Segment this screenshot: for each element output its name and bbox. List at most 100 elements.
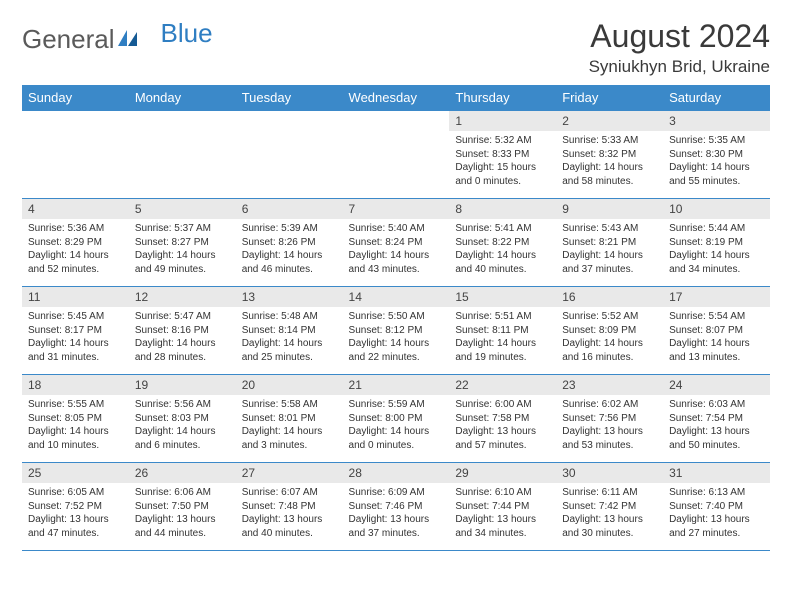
calendar-cell: 9Sunrise: 5:43 AMSunset: 8:21 PMDaylight… [556,199,663,287]
day-number: 11 [22,287,129,307]
calendar-cell: 3Sunrise: 5:35 AMSunset: 8:30 PMDaylight… [663,111,770,199]
logo: General Blue [22,18,213,55]
day-info: Sunrise: 5:40 AMSunset: 8:24 PMDaylight:… [343,219,450,282]
calendar-cell: 7Sunrise: 5:40 AMSunset: 8:24 PMDaylight… [343,199,450,287]
calendar-cell: 29Sunrise: 6:10 AMSunset: 7:44 PMDayligh… [449,463,556,551]
day-number: 15 [449,287,556,307]
day-number: 16 [556,287,663,307]
calendar-cell: 13Sunrise: 5:48 AMSunset: 8:14 PMDayligh… [236,287,343,375]
day-info: Sunrise: 5:59 AMSunset: 8:00 PMDaylight:… [343,395,450,458]
day-info: Sunrise: 6:13 AMSunset: 7:40 PMDaylight:… [663,483,770,546]
calendar-cell [129,111,236,199]
day-number: 30 [556,463,663,483]
day-info: Sunrise: 5:33 AMSunset: 8:32 PMDaylight:… [556,131,663,194]
day-info: Sunrise: 6:03 AMSunset: 7:54 PMDaylight:… [663,395,770,458]
day-info: Sunrise: 6:09 AMSunset: 7:46 PMDaylight:… [343,483,450,546]
logo-text-general: General [22,24,115,55]
day-info: Sunrise: 5:54 AMSunset: 8:07 PMDaylight:… [663,307,770,370]
day-number: 10 [663,199,770,219]
calendar-cell [236,111,343,199]
day-info: Sunrise: 5:45 AMSunset: 8:17 PMDaylight:… [22,307,129,370]
day-info: Sunrise: 6:06 AMSunset: 7:50 PMDaylight:… [129,483,236,546]
day-info: Sunrise: 5:36 AMSunset: 8:29 PMDaylight:… [22,219,129,282]
day-number-empty [236,111,343,131]
calendar-cell: 19Sunrise: 5:56 AMSunset: 8:03 PMDayligh… [129,375,236,463]
calendar-cell: 27Sunrise: 6:07 AMSunset: 7:48 PMDayligh… [236,463,343,551]
day-info: Sunrise: 6:11 AMSunset: 7:42 PMDaylight:… [556,483,663,546]
day-info: Sunrise: 5:51 AMSunset: 8:11 PMDaylight:… [449,307,556,370]
title-block: August 2024 Syniukhyn Brid, Ukraine [589,18,770,77]
header: General Blue August 2024 Syniukhyn Brid,… [22,18,770,77]
day-number-empty [129,111,236,131]
calendar-row: 11Sunrise: 5:45 AMSunset: 8:17 PMDayligh… [22,287,770,375]
calendar-cell: 11Sunrise: 5:45 AMSunset: 8:17 PMDayligh… [22,287,129,375]
calendar-row: 18Sunrise: 5:55 AMSunset: 8:05 PMDayligh… [22,375,770,463]
calendar-cell: 25Sunrise: 6:05 AMSunset: 7:52 PMDayligh… [22,463,129,551]
calendar-cell: 15Sunrise: 5:51 AMSunset: 8:11 PMDayligh… [449,287,556,375]
calendar-cell: 30Sunrise: 6:11 AMSunset: 7:42 PMDayligh… [556,463,663,551]
calendar-cell: 5Sunrise: 5:37 AMSunset: 8:27 PMDaylight… [129,199,236,287]
calendar-cell: 2Sunrise: 5:33 AMSunset: 8:32 PMDaylight… [556,111,663,199]
day-number: 13 [236,287,343,307]
weekday-header: Wednesday [343,85,450,111]
day-number: 17 [663,287,770,307]
day-number-empty [22,111,129,131]
day-number: 14 [343,287,450,307]
day-number: 29 [449,463,556,483]
day-number: 6 [236,199,343,219]
day-number: 9 [556,199,663,219]
day-info: Sunrise: 5:44 AMSunset: 8:19 PMDaylight:… [663,219,770,282]
logo-sail-icon [117,24,139,55]
day-info: Sunrise: 5:50 AMSunset: 8:12 PMDaylight:… [343,307,450,370]
calendar-cell: 1Sunrise: 5:32 AMSunset: 8:33 PMDaylight… [449,111,556,199]
calendar-header-row: SundayMondayTuesdayWednesdayThursdayFrid… [22,85,770,111]
day-info: Sunrise: 5:35 AMSunset: 8:30 PMDaylight:… [663,131,770,194]
day-number: 7 [343,199,450,219]
calendar-row: 4Sunrise: 5:36 AMSunset: 8:29 PMDaylight… [22,199,770,287]
day-number: 4 [22,199,129,219]
weekday-header: Thursday [449,85,556,111]
weekday-header: Sunday [22,85,129,111]
calendar-cell: 21Sunrise: 5:59 AMSunset: 8:00 PMDayligh… [343,375,450,463]
day-info: Sunrise: 5:52 AMSunset: 8:09 PMDaylight:… [556,307,663,370]
calendar-cell [22,111,129,199]
day-number: 22 [449,375,556,395]
day-info: Sunrise: 6:07 AMSunset: 7:48 PMDaylight:… [236,483,343,546]
weekday-header: Friday [556,85,663,111]
weekday-header: Monday [129,85,236,111]
day-info: Sunrise: 6:05 AMSunset: 7:52 PMDaylight:… [22,483,129,546]
day-number: 1 [449,111,556,131]
calendar-cell [343,111,450,199]
day-info: Sunrise: 5:43 AMSunset: 8:21 PMDaylight:… [556,219,663,282]
day-number: 23 [556,375,663,395]
logo-text-blue: Blue [161,18,213,49]
calendar-cell: 31Sunrise: 6:13 AMSunset: 7:40 PMDayligh… [663,463,770,551]
calendar-cell: 24Sunrise: 6:03 AMSunset: 7:54 PMDayligh… [663,375,770,463]
calendar-cell: 8Sunrise: 5:41 AMSunset: 8:22 PMDaylight… [449,199,556,287]
calendar-cell: 6Sunrise: 5:39 AMSunset: 8:26 PMDaylight… [236,199,343,287]
calendar-cell: 26Sunrise: 6:06 AMSunset: 7:50 PMDayligh… [129,463,236,551]
day-number: 19 [129,375,236,395]
weekday-header: Tuesday [236,85,343,111]
calendar-cell: 22Sunrise: 6:00 AMSunset: 7:58 PMDayligh… [449,375,556,463]
day-info: Sunrise: 6:00 AMSunset: 7:58 PMDaylight:… [449,395,556,458]
calendar-row: 1Sunrise: 5:32 AMSunset: 8:33 PMDaylight… [22,111,770,199]
day-number: 25 [22,463,129,483]
day-number: 28 [343,463,450,483]
calendar-cell: 10Sunrise: 5:44 AMSunset: 8:19 PMDayligh… [663,199,770,287]
day-info: Sunrise: 5:56 AMSunset: 8:03 PMDaylight:… [129,395,236,458]
calendar-cell: 28Sunrise: 6:09 AMSunset: 7:46 PMDayligh… [343,463,450,551]
day-info: Sunrise: 5:47 AMSunset: 8:16 PMDaylight:… [129,307,236,370]
day-number: 12 [129,287,236,307]
day-info: Sunrise: 5:58 AMSunset: 8:01 PMDaylight:… [236,395,343,458]
day-info: Sunrise: 6:10 AMSunset: 7:44 PMDaylight:… [449,483,556,546]
day-number: 24 [663,375,770,395]
day-number: 3 [663,111,770,131]
day-info: Sunrise: 5:48 AMSunset: 8:14 PMDaylight:… [236,307,343,370]
day-number: 27 [236,463,343,483]
calendar-cell: 20Sunrise: 5:58 AMSunset: 8:01 PMDayligh… [236,375,343,463]
month-title: August 2024 [589,18,770,55]
day-number: 18 [22,375,129,395]
calendar-cell: 23Sunrise: 6:02 AMSunset: 7:56 PMDayligh… [556,375,663,463]
day-number: 20 [236,375,343,395]
